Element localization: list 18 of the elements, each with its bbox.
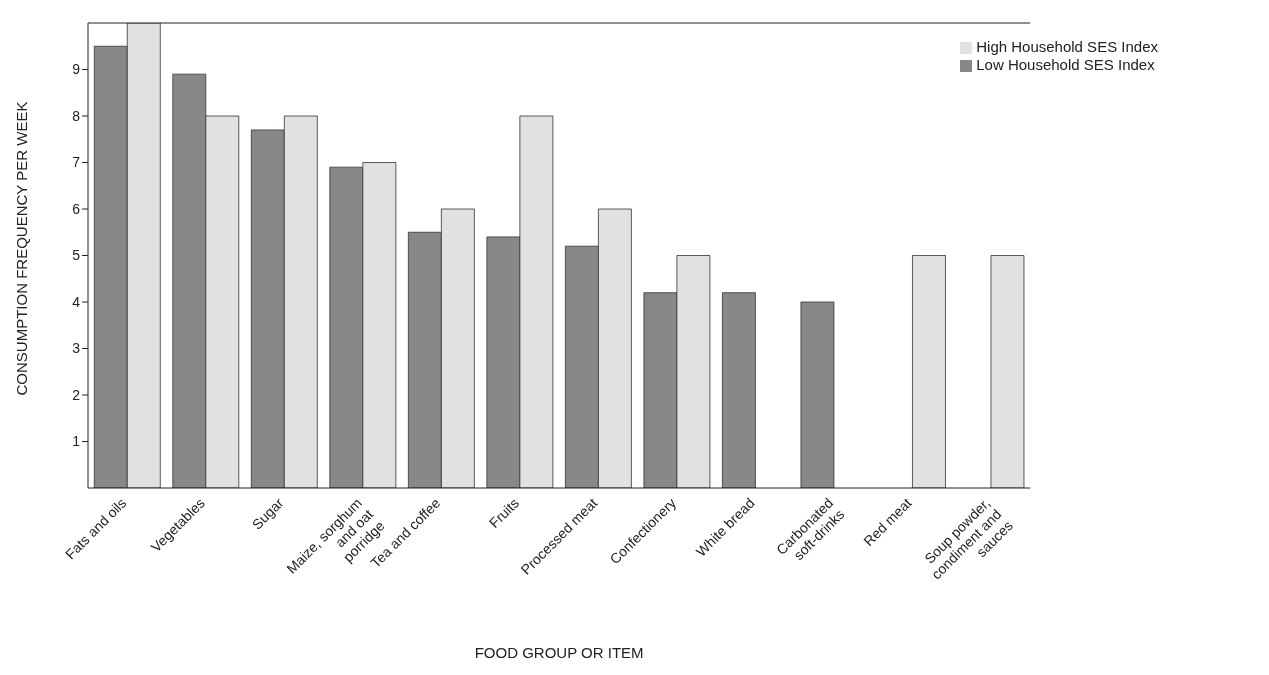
x-axis-title: FOOD GROUP OR ITEM	[474, 644, 644, 661]
y-tick-label: 5	[72, 247, 81, 264]
x-tick-label: Fats and oils	[61, 494, 130, 563]
legend-label: Low Household SES Index	[976, 56, 1155, 73]
y-tick-label: 6	[72, 200, 81, 217]
y-tick-label: 2	[72, 386, 81, 403]
y-tick-label: 4	[72, 293, 81, 310]
bar	[800, 301, 835, 488]
y-tick-label: 9	[72, 61, 81, 78]
y-tick-label: 1	[72, 433, 81, 450]
bar	[722, 292, 756, 488]
y-tick-label: 7	[72, 154, 81, 171]
y-tick-label: 8	[72, 107, 81, 124]
bar	[912, 255, 946, 488]
y-axis-title: CONSUMPTION FREQUENCY PER WEEK	[13, 101, 31, 396]
legend-label: High Household SES Index	[976, 38, 1158, 55]
y-tick-label: 3	[72, 340, 81, 357]
bar	[990, 255, 1025, 488]
